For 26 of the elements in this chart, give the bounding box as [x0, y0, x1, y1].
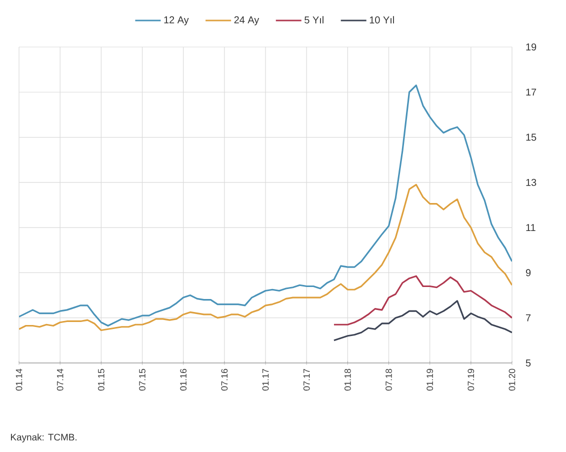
y-tick-label: 9 — [526, 269, 531, 276]
legend-label: 24 Ay — [234, 16, 260, 26]
x-tick-label: 01.15 — [98, 368, 104, 391]
x-tick-label: 07.15 — [139, 368, 146, 391]
x-tick-label: 07.16 — [221, 368, 228, 391]
y-tick-label: 17 — [526, 88, 536, 96]
x-tick-label: 07.19 — [468, 368, 474, 391]
y-tick-label: 15 — [526, 134, 536, 141]
x-tick-label: 01.20 — [508, 368, 516, 391]
y-tick-label: 11 — [526, 224, 536, 231]
x-tick-label: 01.16 — [180, 368, 187, 391]
x-tick-label: 07.17 — [303, 368, 310, 391]
x-tick-label: 01.18 — [344, 368, 351, 391]
x-tick-label: 01.19 — [426, 368, 434, 391]
y-tick-label: 13 — [526, 178, 536, 186]
legend-label: 5 Yıl — [304, 16, 324, 24]
y-tick-label: 19 — [526, 43, 536, 51]
y-tick-label: 5 — [526, 360, 531, 366]
legend-label: 12 Ay — [164, 16, 189, 26]
legend-label: 10 Yıl — [370, 16, 394, 24]
x-tick-label: 01.14 — [16, 368, 22, 391]
x-tick-label: 01.17 — [262, 368, 269, 391]
x-tick-label: 07.14 — [56, 368, 64, 391]
x-tick-label: 07.18 — [386, 368, 392, 391]
text: Kaynak: TCMB. — [10, 434, 76, 442]
y-tick-label: 7 — [526, 314, 531, 322]
